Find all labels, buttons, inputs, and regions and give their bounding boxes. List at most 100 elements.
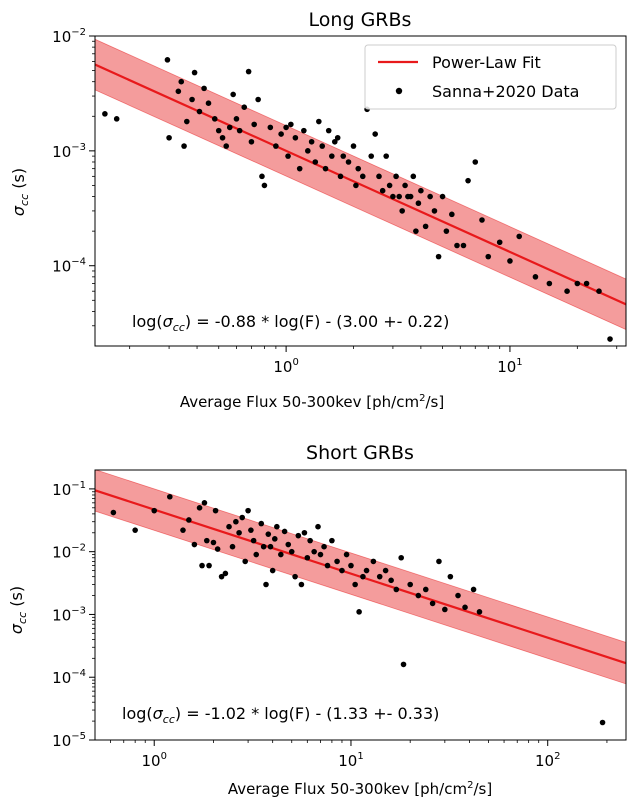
data-point [439, 193, 446, 200]
data-point [415, 592, 422, 599]
data-point [479, 217, 485, 223]
y-tick-label: 10−2 [52, 27, 86, 46]
data-point [201, 85, 207, 92]
data-point [196, 108, 203, 115]
x-tick-label: 102 [535, 751, 560, 770]
data-point [296, 165, 303, 172]
data-point [181, 143, 187, 149]
data-point [245, 507, 251, 514]
data-point [180, 527, 186, 533]
data-point [298, 581, 305, 588]
data-point [281, 528, 288, 535]
data-point [184, 118, 190, 125]
data-point [427, 193, 433, 200]
data-point [316, 118, 322, 125]
data-point [322, 165, 329, 172]
data-point [564, 288, 570, 294]
data-point [574, 280, 581, 287]
data-point [485, 253, 492, 260]
legend-data-swatch [395, 87, 403, 95]
data-point [311, 548, 317, 555]
data-point [203, 537, 210, 544]
data-point [233, 518, 239, 525]
data-point [443, 228, 450, 234]
data-point [285, 541, 292, 548]
data-point [307, 537, 313, 544]
data-point [447, 573, 454, 580]
data-point [218, 573, 225, 580]
y-tick-label: 10−4 [52, 257, 86, 276]
data-point [436, 558, 442, 565]
data-point [607, 336, 613, 342]
data-point [532, 274, 539, 280]
data-point [339, 567, 345, 574]
data-point [476, 609, 483, 615]
data-point [175, 88, 182, 95]
data-point [230, 91, 236, 98]
data-point [442, 606, 448, 613]
y-tick-label: 10−4 [52, 668, 86, 687]
data-point [132, 527, 138, 533]
data-point [312, 159, 319, 165]
data-point [449, 211, 455, 218]
data-point [265, 531, 272, 537]
data-point [151, 507, 158, 514]
data-point [418, 187, 424, 194]
data-point [325, 127, 332, 134]
data-point [398, 554, 404, 561]
data-point [308, 138, 315, 145]
data-point [429, 600, 436, 607]
data-point [211, 116, 218, 122]
data-point [263, 581, 269, 588]
data-point [253, 551, 260, 558]
data-point [402, 182, 408, 189]
data-point [199, 562, 205, 569]
data-point [359, 173, 366, 180]
plot-area: 100 101 102 10−5 10−4 10−3 10−2 10−1 [52, 470, 626, 770]
data-point [215, 127, 222, 134]
data-point [271, 536, 278, 542]
data-point [393, 173, 399, 180]
data-point [191, 69, 198, 76]
data-point [334, 558, 340, 565]
data-point [470, 586, 477, 593]
data-point [191, 541, 198, 548]
data-point [345, 159, 352, 165]
data-point [454, 242, 460, 249]
data-point [166, 134, 172, 141]
data-point [288, 121, 294, 128]
data-point [255, 96, 261, 103]
data-point [241, 104, 248, 110]
data-point [214, 546, 221, 552]
data-point [415, 200, 422, 207]
x-tick-label: 101 [497, 357, 522, 376]
data-point [496, 239, 503, 246]
data-point [258, 520, 265, 527]
data-point [399, 208, 405, 214]
y-tick-label: 10−5 [52, 731, 86, 750]
data-point [233, 116, 240, 122]
data-point [350, 143, 357, 149]
data-point [223, 143, 230, 149]
data-point [343, 551, 350, 558]
data-point [317, 551, 324, 558]
data-point [205, 100, 212, 106]
data-point [329, 153, 335, 159]
y-tick-label: 10−3 [52, 142, 86, 161]
data-point [239, 514, 245, 521]
data-point [372, 131, 378, 137]
data-point [400, 661, 407, 668]
data-point [435, 253, 442, 260]
y-tick-label: 10−1 [52, 480, 86, 499]
data-point [337, 173, 344, 180]
data-point [260, 543, 267, 550]
data-point [245, 68, 252, 75]
data-point [370, 558, 377, 565]
data-point [274, 523, 280, 530]
data-point [348, 562, 354, 569]
data-point [546, 280, 553, 287]
data-point [259, 173, 265, 180]
data-point [319, 143, 326, 149]
data-point [305, 148, 311, 154]
